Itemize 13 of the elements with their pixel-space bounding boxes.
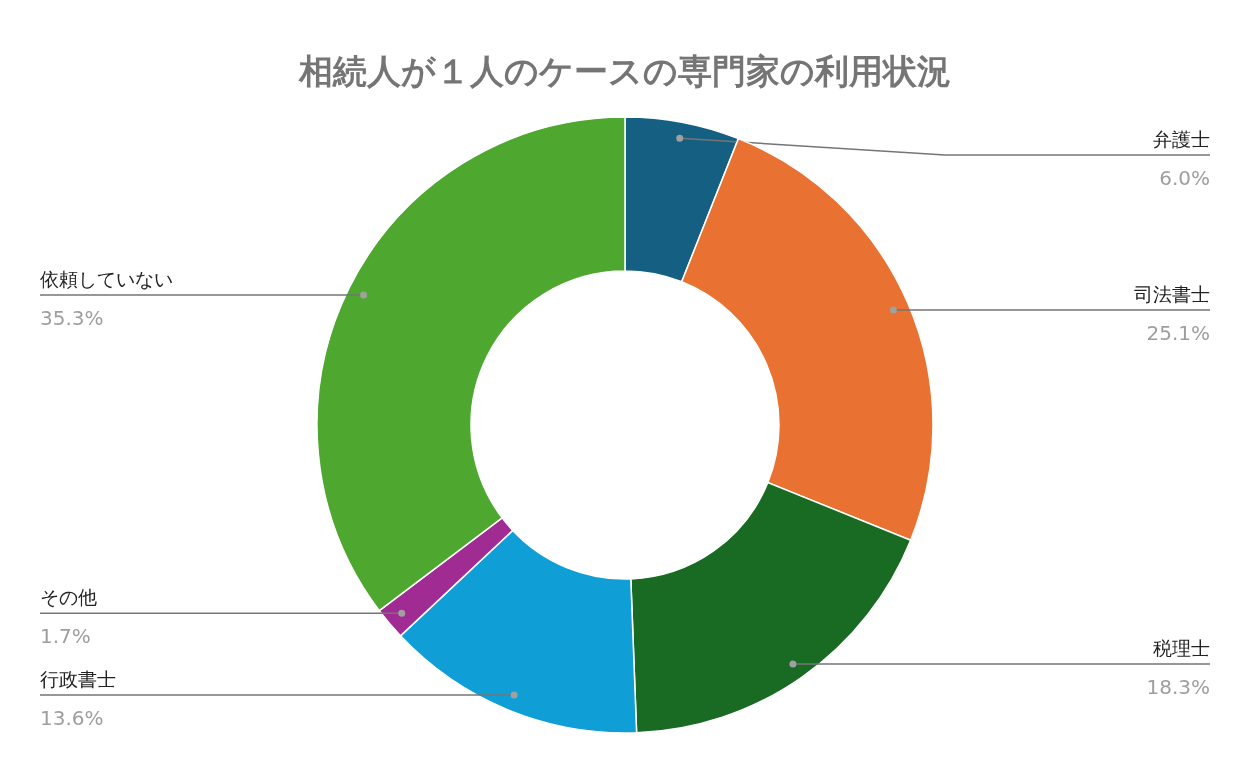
slice-label: その他 (40, 586, 97, 609)
data-label: 25.1% (1146, 320, 1210, 345)
slice-label: 税理士 (1153, 636, 1210, 659)
data-label: 13.6% (40, 706, 104, 731)
data-label: 1.7% (40, 624, 91, 649)
title: 相続人が１人のケースの専門家の利用状況 (299, 51, 951, 91)
slice-label: 依頼していない (40, 267, 173, 290)
data-label: 35.3% (40, 305, 104, 330)
slice-label: 司法書士 (1134, 282, 1210, 305)
data-label: 6.0% (1159, 166, 1210, 190)
slice-label: 行政書士 (40, 668, 116, 691)
slice-label: 弁護士 (1153, 128, 1210, 150)
data-label: 18.3% (1146, 674, 1210, 699)
